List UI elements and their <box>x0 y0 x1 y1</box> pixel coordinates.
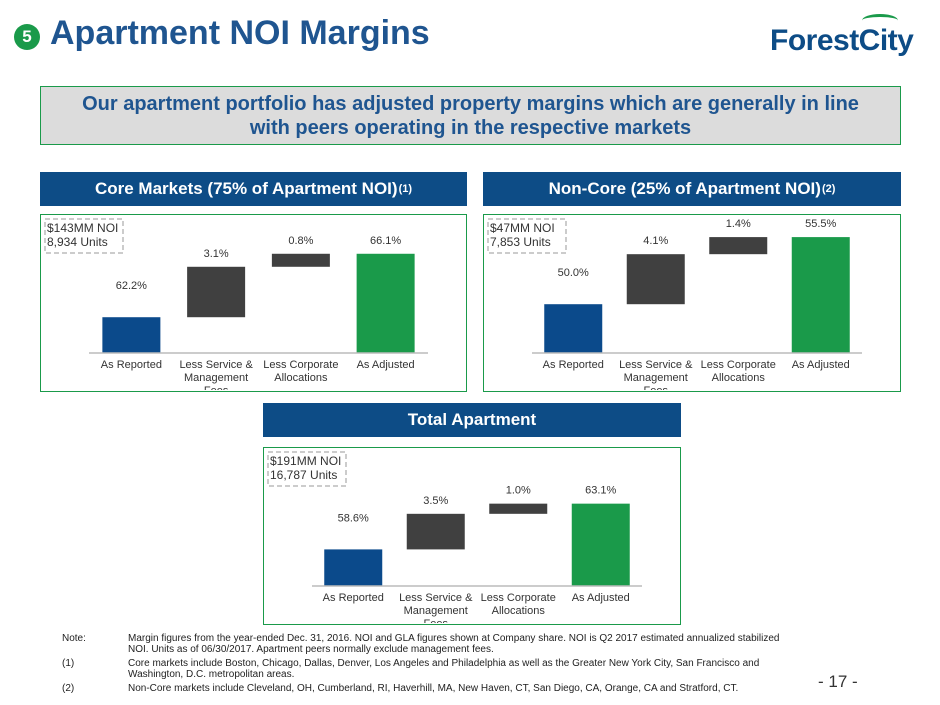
bar <box>102 317 161 353</box>
page-number: - 17 - <box>818 672 858 691</box>
bar <box>324 549 383 586</box>
chart-title: Non-Core (25% of Apartment NOI) <box>548 179 821 198</box>
x-label-box: Less Service & Management Fees <box>399 592 473 623</box>
annotation: $143MM NOI <box>47 221 118 235</box>
value-label: 4.1% <box>643 235 668 247</box>
note-marker: (2) <box>62 683 75 694</box>
x-tick-label: Less Corporate Allocations <box>480 592 556 617</box>
note-text: Margin figures from the year-ended Dec. … <box>128 633 780 655</box>
x-label-box: As Reported <box>542 359 604 371</box>
bar <box>406 513 465 550</box>
bar <box>544 304 603 353</box>
bar <box>791 237 850 353</box>
value-label: 0.8% <box>288 235 313 247</box>
chart-title: Total Apartment <box>407 410 537 429</box>
x-tick-label: As Reported <box>322 592 384 604</box>
chart-heading: Core Markets (75% of Apartment NOI) (1) <box>40 172 467 206</box>
annotation: 8,934 Units <box>47 235 108 249</box>
x-tick-label: Less Service & Management Fees <box>179 359 253 390</box>
chart-title: Core Markets (75% of Apartment NOI) <box>94 179 398 198</box>
chart-box: $143MM NOI 8,934 Units 62.2% As Reported 3.1… <box>40 214 467 392</box>
value-label: 55.5% <box>805 218 836 230</box>
x-label-box: As Reported <box>100 359 162 371</box>
x-tick-label: Less Service & Management Fees <box>399 592 473 623</box>
chart-heading: Non-Core (25% of Apartment NOI) (2) <box>483 172 901 206</box>
logo-arc <box>862 14 898 27</box>
note: Note: Margin figures from the year-ended … <box>62 633 782 655</box>
x-tick-label: As Adjusted <box>356 359 415 371</box>
section-badge: 5 <box>14 24 40 50</box>
chart-heading: Total Apartment <box>263 403 681 437</box>
x-label-box: As Adjusted <box>571 592 630 604</box>
annotation: 7,853 Units <box>490 235 551 249</box>
value-label: 3.5% <box>423 495 448 507</box>
note: (1) Core markets include Boston, Chicago,… <box>62 658 782 680</box>
bar <box>356 253 415 353</box>
logo: ForestCity <box>770 24 914 57</box>
bar <box>709 237 768 255</box>
note-marker: Note: <box>62 633 86 644</box>
chart-box: $191MM NOI 16,787 Units 58.6% As Reported 3.… <box>263 447 681 625</box>
value-label: 3.1% <box>204 248 229 260</box>
chart-title-note: (1) <box>398 183 413 195</box>
slide-title: Apartment NOI Margins <box>50 14 430 52</box>
chart-title-note: (2) <box>821 183 836 195</box>
x-tick-label: Less Corporate Allocations <box>700 359 776 384</box>
value-label: 1.4% <box>726 218 751 230</box>
x-tick-label: As Reported <box>542 359 604 371</box>
x-label-box: Less Corporate Allocations <box>700 359 776 384</box>
notes: Note: Margin figures from the year-ended … <box>62 633 782 697</box>
x-label-box: As Reported <box>322 592 384 604</box>
value-label: 58.6% <box>338 512 369 524</box>
chart-box: $47MM NOI 7,853 Units 50.0% As Reported 4.1%… <box>483 214 901 392</box>
bar <box>571 503 630 586</box>
note-text: Core markets include Boston, Chicago, Da… <box>128 658 760 680</box>
value-label: 1.0% <box>506 485 531 497</box>
x-tick-label: As Reported <box>100 359 162 371</box>
x-tick-label: As Adjusted <box>571 592 630 604</box>
bar <box>271 253 330 267</box>
note-marker: (1) <box>62 658 75 669</box>
bar <box>489 503 548 514</box>
x-label-box: Less Service & Management Fees <box>179 359 253 390</box>
annotation: 16,787 Units <box>270 468 337 482</box>
value-label: 50.0% <box>558 267 589 279</box>
note-text: Non-Core markets include Cleveland, OH, … <box>128 683 739 694</box>
x-tick-label: Less Service & Management Fees <box>619 359 693 390</box>
note: (2) Non-Core markets include Cleveland, O… <box>62 683 782 694</box>
value-label: 63.1% <box>585 485 616 497</box>
x-tick-label: Less Corporate Allocations <box>263 359 339 384</box>
bar <box>187 266 246 318</box>
value-label: 66.1% <box>370 235 401 247</box>
x-tick-label: As Adjusted <box>791 359 850 371</box>
x-label-box: Less Corporate Allocations <box>480 592 556 617</box>
annotation: $191MM NOI <box>270 454 341 468</box>
banner: Our apartment portfolio has adjusted pro… <box>40 86 901 145</box>
x-label-box: As Adjusted <box>791 359 850 371</box>
annotation: $47MM NOI <box>490 221 555 235</box>
value-label: 62.2% <box>116 280 147 292</box>
bar <box>626 254 685 305</box>
x-label-box: Less Service & Management Fees <box>619 359 693 390</box>
x-label-box: Less Corporate Allocations <box>263 359 339 384</box>
x-label-box: As Adjusted <box>356 359 415 371</box>
